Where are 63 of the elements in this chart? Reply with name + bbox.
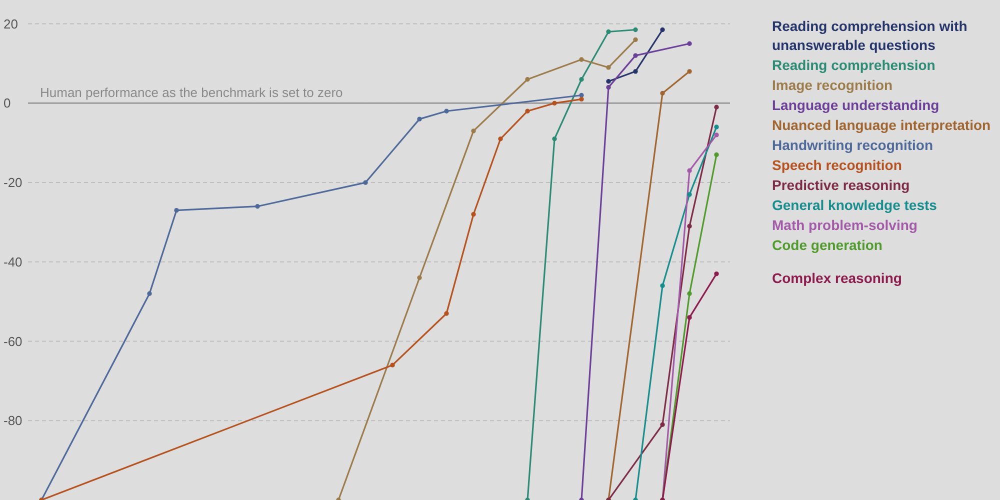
point [471,128,476,134]
point [687,69,692,74]
point [606,29,611,34]
text: Reading comprehension with unanswerable questions [772,18,968,53]
ref-line-label: Human performance as the benchmark is set to zero [40,85,343,100]
y-tick-label: 20 [4,16,18,32]
text: Reading comprehension [772,57,936,73]
point [390,362,395,368]
point [579,92,584,98]
point [687,41,692,46]
point [714,124,719,130]
y-tick-label: -60 [4,334,22,349]
point [687,291,692,296]
point [687,192,692,197]
point [633,69,638,74]
text: Speech recognition [772,157,902,173]
point [633,37,638,42]
point [174,208,179,213]
y-tick-label: -80 [4,413,22,428]
text: Complex reasoning [772,270,902,286]
point [255,204,260,209]
point [606,65,611,70]
point [579,96,584,102]
point [660,283,665,288]
point [147,291,152,296]
point [606,84,611,90]
y-tick-label: -20 [4,175,22,190]
point [714,152,719,158]
point [714,271,719,276]
point [444,311,449,316]
point [363,180,368,185]
point [633,27,638,32]
y-tick-label: -40 [4,254,22,270]
text: General knowledge tests [772,197,938,213]
text: Math problem-solving [772,217,918,233]
point [471,212,476,217]
point [417,116,422,122]
point [687,168,692,173]
y-tick-label: 0 [4,96,11,111]
text: Language understanding [772,97,940,113]
point [687,224,692,229]
text: Nuanced language interpretation [772,117,991,133]
point [687,315,692,320]
text: Image recognition [772,77,893,93]
point [579,57,584,62]
text: Handwriting recognition [772,137,933,153]
point [714,104,719,110]
point [417,275,422,280]
point [525,108,530,114]
text: Predictive reasoning [772,177,910,193]
point [579,77,584,82]
point [498,136,503,142]
point [444,108,449,114]
point [552,100,557,106]
point [660,90,665,96]
text: Code generation [772,237,882,253]
point [633,53,638,58]
point [606,79,611,84]
point [525,77,530,82]
point [660,27,665,32]
point [714,132,719,138]
point [660,422,665,427]
point [552,136,557,142]
